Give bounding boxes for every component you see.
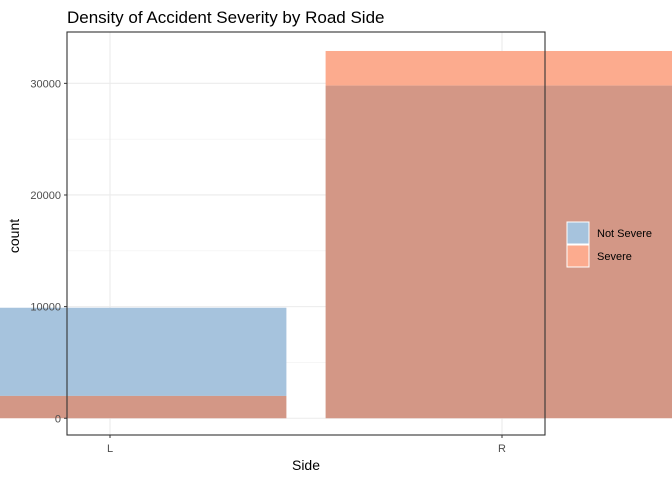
y-tick-label: 30000 (30, 78, 61, 90)
y-tick-label: 10000 (30, 302, 61, 314)
legend-label: Not Severe (597, 228, 652, 240)
bar-overlap (325, 85, 672, 419)
y-axis-title: count (6, 219, 22, 253)
bar-not-severe (0, 307, 287, 396)
bar-severe (325, 50, 672, 86)
legend: Not Severe Severe (566, 221, 652, 268)
legend-key-not-severe (566, 221, 590, 245)
x-axis-title: Side (292, 457, 320, 473)
plot-area (0, 32, 672, 435)
chart-title: Density of Accident Severity by Road Sid… (67, 8, 385, 27)
legend-label: Severe (597, 251, 632, 263)
panel-border (66, 31, 546, 436)
y-tick-label: 20000 (30, 190, 61, 202)
bar-overlap (0, 395, 287, 419)
x-tick-label: R (498, 443, 506, 455)
x-tick-label: L (107, 443, 113, 455)
y-tick-label: 0 (55, 413, 61, 425)
legend-key-severe (566, 244, 590, 268)
